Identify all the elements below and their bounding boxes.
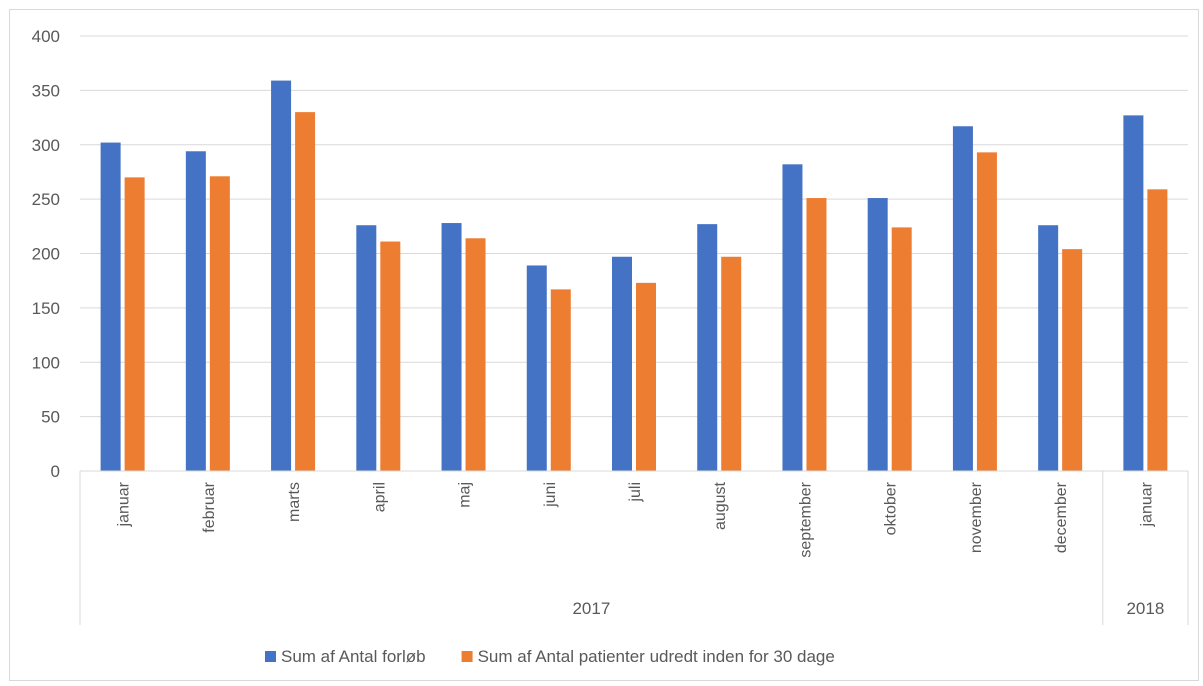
x-tick-label: juni bbox=[542, 482, 559, 508]
x-tick-label: december bbox=[1053, 481, 1070, 553]
x-tick-label: august bbox=[712, 481, 729, 530]
bar-forloeb bbox=[1123, 115, 1144, 471]
bar-forloeb bbox=[697, 224, 718, 471]
bar-udredt bbox=[721, 256, 742, 471]
bar-udredt bbox=[1062, 249, 1083, 471]
chart-frame bbox=[9, 9, 1199, 681]
year-label: 2018 bbox=[1126, 599, 1164, 618]
x-tick-label: maj bbox=[457, 482, 474, 508]
y-tick-label: 150 bbox=[32, 299, 60, 318]
y-tick-label: 200 bbox=[32, 245, 60, 264]
legend-swatch bbox=[265, 651, 276, 662]
bar-udredt bbox=[891, 227, 912, 471]
bar-forloeb bbox=[271, 80, 292, 472]
x-tick-label: januar bbox=[116, 481, 133, 527]
x-tick-label: februar bbox=[201, 481, 218, 532]
legend-label: Sum af Antal forløb bbox=[281, 647, 426, 666]
y-tick-label: 300 bbox=[32, 136, 60, 155]
x-tick-label: april bbox=[371, 482, 388, 512]
bar-udredt bbox=[1147, 189, 1168, 471]
bar-forloeb bbox=[185, 151, 206, 471]
bar-forloeb bbox=[612, 256, 632, 471]
y-tick-label: 100 bbox=[32, 353, 60, 372]
bar-udredt bbox=[380, 241, 401, 471]
bars bbox=[100, 80, 1168, 472]
bar-forloeb bbox=[526, 265, 547, 471]
x-axis: januar februar marts april maj juni juli august… bbox=[79, 470, 1189, 625]
bar-forloeb bbox=[356, 225, 377, 471]
bar-forloeb bbox=[100, 142, 121, 471]
bar-udredt bbox=[806, 198, 827, 471]
year-label: 2017 bbox=[572, 599, 610, 618]
legend: Sum af Antal forløb Sum af Antal patiente… bbox=[265, 647, 835, 666]
x-tick-label: januar bbox=[1138, 481, 1155, 527]
y-tick-label: 400 bbox=[32, 27, 60, 46]
x-tick-label: september bbox=[797, 481, 814, 557]
y-axis: 0 50 100 150 200 250 300 350 400 bbox=[32, 27, 60, 481]
legend-label: Sum af Antal patienter udredt inden for … bbox=[478, 647, 835, 666]
bar-udredt bbox=[209, 176, 230, 471]
y-tick-label: 250 bbox=[32, 190, 60, 209]
x-tick-label: juli bbox=[627, 482, 644, 503]
x-tick-label: marts bbox=[286, 482, 303, 522]
y-tick-label: 50 bbox=[41, 408, 60, 427]
bar-forloeb bbox=[1038, 225, 1059, 471]
bar-forloeb bbox=[782, 164, 803, 471]
bar-udredt bbox=[124, 177, 145, 471]
y-tick-label: 350 bbox=[32, 81, 60, 100]
bar-forloeb bbox=[952, 126, 973, 471]
x-tick-label: november bbox=[968, 481, 985, 553]
bar-forloeb bbox=[441, 223, 462, 471]
x-tick-label: oktober bbox=[883, 481, 900, 535]
y-tick-label: 0 bbox=[51, 462, 60, 481]
bar-udredt bbox=[550, 289, 571, 471]
bar-udredt bbox=[465, 238, 486, 471]
legend-swatch bbox=[461, 651, 473, 662]
bar-udredt bbox=[295, 112, 316, 471]
bar-forloeb bbox=[867, 198, 888, 471]
gridlines bbox=[80, 35, 1188, 418]
bar-udredt bbox=[636, 282, 656, 471]
bar-udredt bbox=[976, 152, 997, 472]
